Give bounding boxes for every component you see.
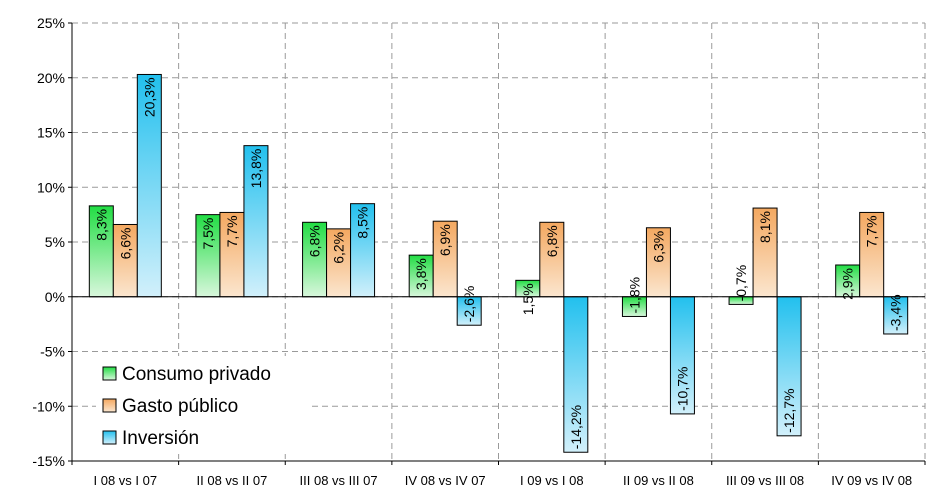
legend-swatch — [102, 366, 117, 381]
legend-swatch — [102, 430, 117, 445]
data-label: 20,3% — [141, 77, 157, 117]
x-tick-label: I 09 vs I 08 — [520, 473, 584, 488]
y-tick-label: 10% — [37, 179, 65, 195]
y-tick-label: 20% — [37, 70, 65, 86]
data-label: 2,9% — [840, 268, 856, 300]
x-tick-label: I 08 vs I 07 — [94, 473, 158, 488]
data-label: 6,6% — [117, 227, 133, 259]
x-tick-label: III 08 vs III 07 — [300, 473, 378, 488]
bar-consumo-privado — [195, 214, 221, 298]
x-tick-label: IV 09 vs IV 08 — [831, 473, 912, 488]
data-label: 6,8% — [307, 225, 323, 257]
bar-inversion — [669, 296, 695, 415]
data-label: 3,8% — [413, 258, 429, 290]
x-tick-label: II 09 vs II 08 — [623, 473, 694, 488]
bar-gasto-publico — [112, 223, 138, 298]
data-label: 7,7% — [224, 215, 240, 247]
data-label: 6,3% — [650, 231, 666, 263]
x-tick-label: III 09 vs III 08 — [726, 473, 804, 488]
bar-inversion — [456, 296, 482, 326]
y-tick-label: -10% — [32, 398, 65, 414]
y-tick-label: -15% — [32, 453, 65, 469]
bar-consumo-privado — [408, 254, 434, 298]
data-label: 6,2% — [331, 232, 347, 264]
bar-inversion — [563, 296, 589, 453]
data-label: 7,5% — [200, 218, 216, 250]
legend-swatch — [102, 398, 117, 413]
x-tick-label: IV 08 vs IV 07 — [405, 473, 486, 488]
y-tick-label: 15% — [37, 125, 65, 141]
data-label: 8,5% — [355, 207, 371, 239]
data-label: 13,8% — [248, 149, 264, 189]
data-label: 6,8% — [544, 225, 560, 257]
legend-label: Inversión — [122, 428, 199, 449]
bar-gasto-publico — [539, 221, 565, 298]
data-label: -12,7% — [781, 388, 797, 432]
data-label: 8,3% — [93, 209, 109, 241]
data-label: -10,7% — [674, 367, 690, 411]
data-label: 1,5% — [520, 283, 536, 315]
legend-box — [96, 356, 312, 454]
bar-consumo-privado — [835, 264, 861, 298]
legend-label: Gasto público — [122, 396, 238, 417]
y-tick-label: 25% — [37, 15, 65, 31]
bar-gasto-publico — [645, 227, 671, 298]
bar-consumo-privado — [88, 205, 114, 298]
y-tick-label: 0% — [45, 289, 65, 305]
data-label: 6,9% — [437, 224, 453, 256]
bar-gasto-publico — [219, 211, 245, 298]
data-label: -14,2% — [568, 405, 584, 449]
data-label: 7,7% — [864, 215, 880, 247]
data-label: -3,4% — [888, 294, 904, 331]
bar-inversion — [136, 73, 162, 298]
data-label: -2,6% — [461, 286, 477, 323]
legend-label: Consumo privado — [122, 364, 271, 385]
data-label: -1,8% — [626, 277, 642, 314]
bar-gasto-publico — [432, 220, 458, 298]
data-label: 8,1% — [757, 211, 773, 243]
y-tick-label: 5% — [45, 234, 65, 250]
y-tick-label: -5% — [40, 344, 65, 360]
x-tick-label: II 08 vs II 07 — [197, 473, 268, 488]
data-label: -0,7% — [733, 265, 749, 302]
bar-inversion — [243, 145, 269, 298]
